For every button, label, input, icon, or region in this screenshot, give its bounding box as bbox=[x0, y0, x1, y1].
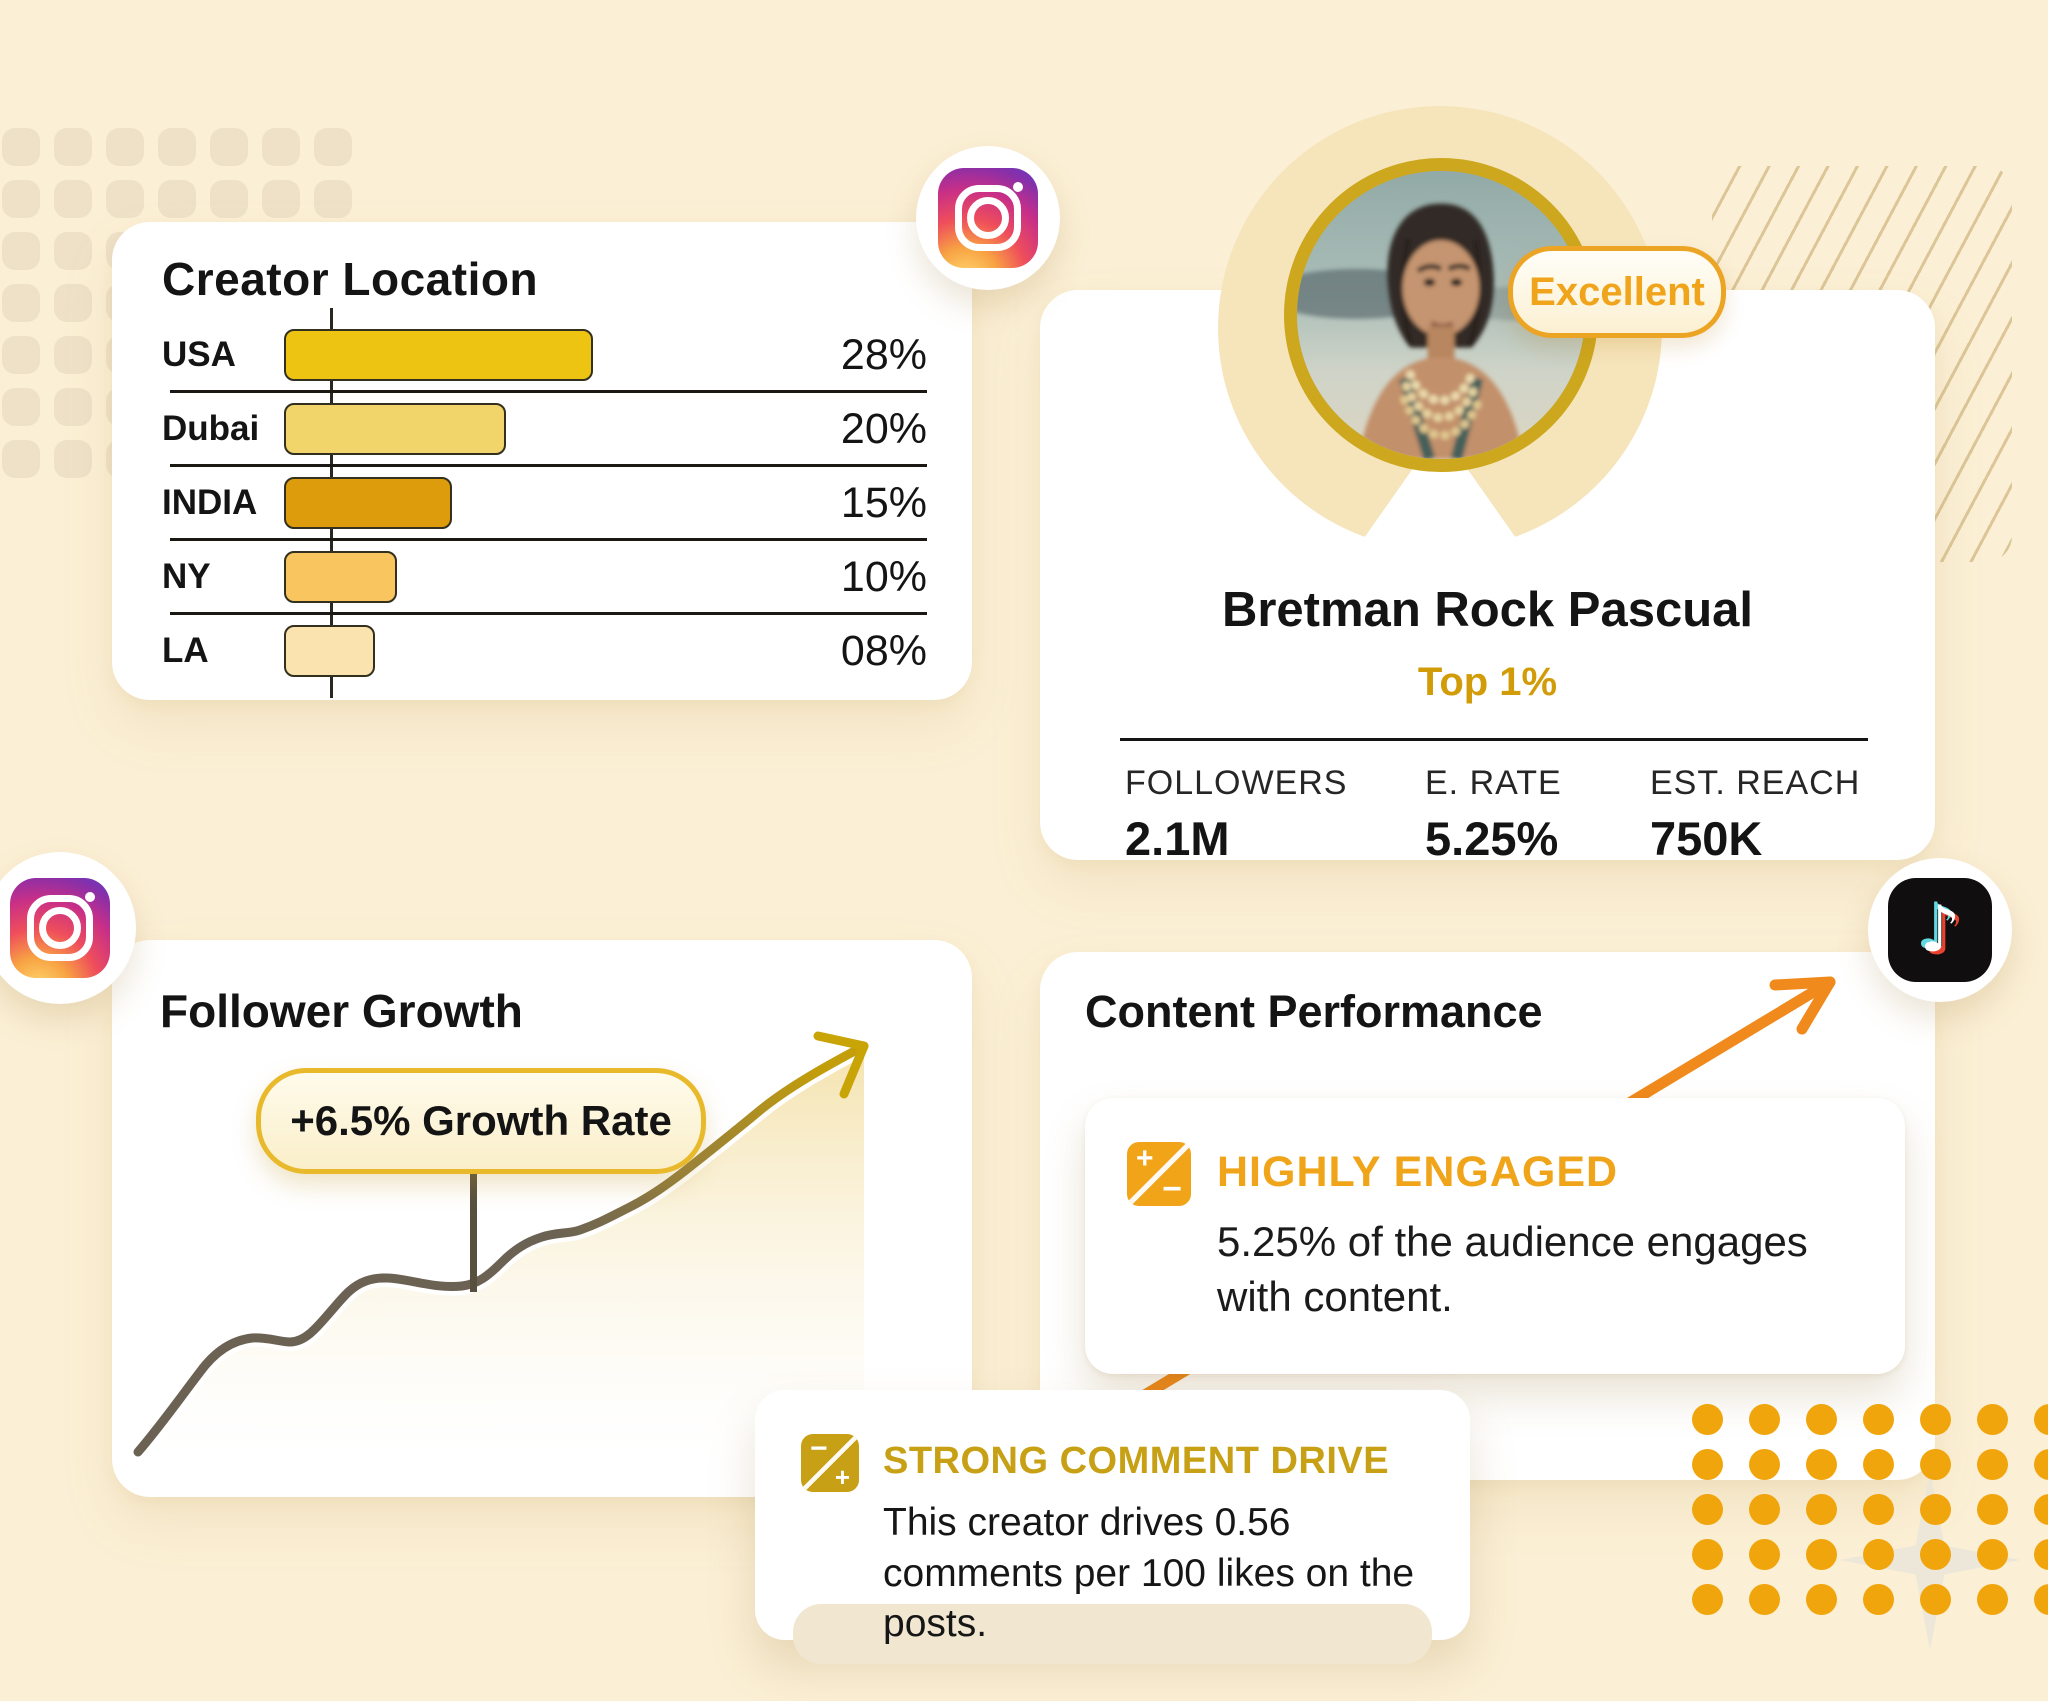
creator-tier: Top 1% bbox=[1417, 660, 1558, 704]
creator-location-card: Creator Location USA 28% Dubai 20% INDIA… bbox=[112, 222, 972, 700]
stat-value: 2.1M bbox=[1125, 812, 1230, 865]
stat-label: EST. REACH bbox=[1650, 764, 1861, 802]
comment-drive-body: This creator drives 0.56 comments per 10… bbox=[883, 1501, 1415, 1646]
creator-stats-row: FOLLOWERS 2.1M E. RATE 5.25% EST. REACH … bbox=[1125, 764, 1870, 866]
decor-dots-bottom-right bbox=[1692, 1404, 2048, 1634]
bar-usa bbox=[284, 329, 594, 381]
bar-value: 15% bbox=[840, 478, 927, 527]
insight-body: 5.25% of the audience engages with conte… bbox=[1217, 1218, 1808, 1321]
creator-name: Bretman Rock Pascual bbox=[1221, 583, 1754, 637]
rating-badge: Excellent bbox=[1508, 246, 1726, 338]
bar-label: Dubai bbox=[162, 409, 260, 448]
bar-row-la: LA 08% bbox=[162, 614, 927, 688]
tiktok-icon: ♪ bbox=[1868, 858, 2012, 1002]
growth-rate-pill: +6.5% Growth Rate bbox=[256, 1068, 706, 1174]
stat-label: E. RATE bbox=[1425, 764, 1562, 802]
instagram-icon bbox=[0, 852, 136, 1004]
pill-connector-line bbox=[470, 1164, 477, 1292]
growth-line bbox=[133, 1041, 869, 1457]
growth-arrowhead bbox=[813, 1031, 869, 1099]
content-performance-card: Content Performance + − HIGHLY ENGAGED 5.… bbox=[1040, 952, 1935, 1480]
bar-label: NY bbox=[162, 557, 211, 596]
bar-label: INDIA bbox=[162, 483, 258, 522]
content-performance-title: Content Performance bbox=[1085, 986, 1543, 1037]
follower-growth-card: Follower Growth +6.5% Growth Rate bbox=[112, 940, 972, 1497]
bar-label: LA bbox=[162, 631, 209, 670]
stat-engagement-rate: E. RATE 5.25% bbox=[1425, 764, 1650, 866]
engagement-insight-card: + − HIGHLY ENGAGED 5.25% of the audience … bbox=[1085, 1098, 1905, 1374]
bar-row-india: INDIA 15% bbox=[162, 466, 927, 541]
bar-row-dubai: Dubai 20% bbox=[162, 392, 927, 467]
comment-drive-title: STRONG COMMENT DRIVE bbox=[883, 1440, 1390, 1482]
creator-location-bar-chart: USA 28% Dubai 20% INDIA 15% NY 10% LA bbox=[162, 308, 927, 698]
bar-dubai bbox=[284, 403, 506, 455]
bar-india bbox=[284, 477, 452, 529]
stat-value: 5.25% bbox=[1425, 812, 1559, 865]
growth-line-chart bbox=[129, 1031, 873, 1470]
bar-ny bbox=[284, 551, 397, 603]
bar-value: 08% bbox=[840, 626, 927, 675]
bar-row-usa: USA 28% bbox=[162, 318, 927, 393]
growth-area-fill bbox=[138, 1046, 864, 1470]
creator-location-title: Creator Location bbox=[162, 253, 539, 305]
stat-followers: FOLLOWERS 2.1M bbox=[1125, 764, 1425, 866]
instagram-icon bbox=[916, 146, 1060, 290]
bar-value: 20% bbox=[840, 404, 927, 453]
bar-value: 10% bbox=[840, 552, 927, 601]
follower-growth-title: Follower Growth bbox=[160, 985, 523, 1037]
bar-la bbox=[284, 625, 376, 677]
stat-value: 750K bbox=[1650, 812, 1763, 865]
comment-drive-card: − + STRONG COMMENT DRIVE This creator dri… bbox=[755, 1390, 1470, 1664]
bar-value: 28% bbox=[840, 330, 927, 379]
stat-label: FOLLOWERS bbox=[1125, 764, 1348, 802]
stats-divider bbox=[1120, 738, 1868, 741]
stat-estimated-reach: EST. REACH 750K bbox=[1650, 764, 1870, 866]
exposure-minus-icon: − + bbox=[801, 1434, 859, 1492]
bar-row-ny: NY 10% bbox=[162, 540, 927, 615]
exposure-plus-icon: + − bbox=[1127, 1142, 1191, 1206]
bar-label: USA bbox=[162, 335, 236, 374]
insight-title: HIGHLY ENGAGED bbox=[1217, 1148, 1619, 1196]
